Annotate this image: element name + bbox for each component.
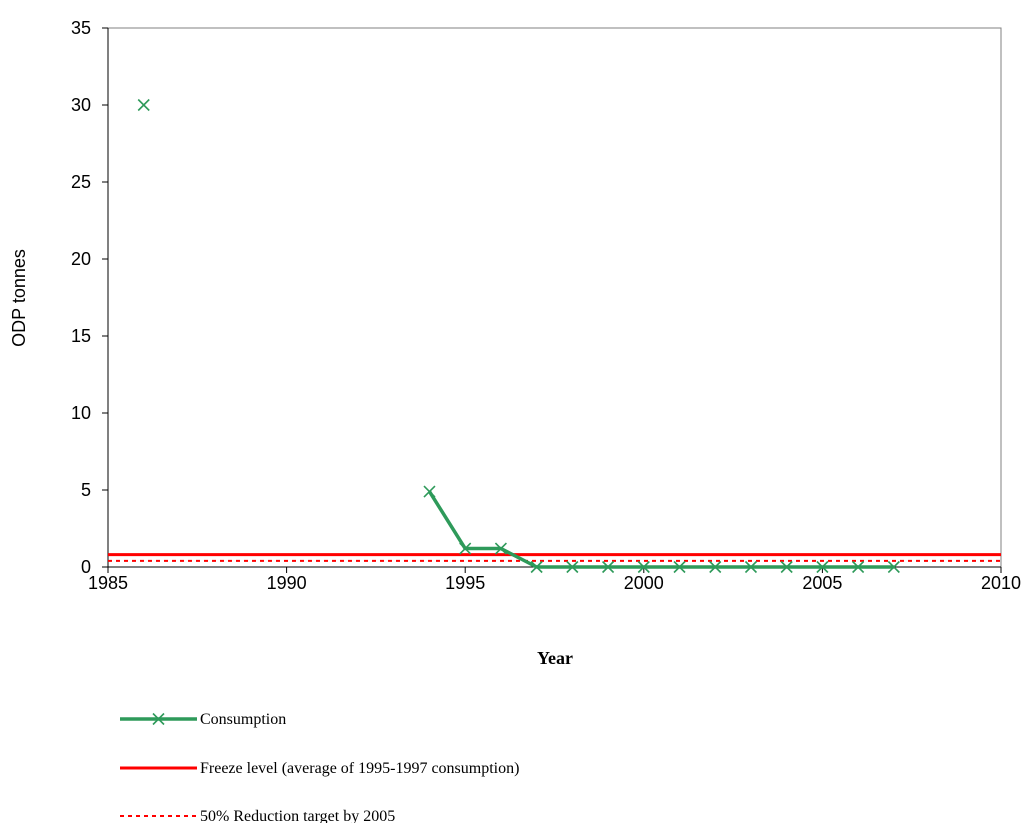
consumption-point [530,560,543,574]
x-axis-ticks: 1985 1990 1995 2000 2005 2010 [88,567,1021,593]
consumption-point [494,542,507,555]
x-tick-label: 1995 [445,573,485,593]
x-axis-title: Year [537,648,573,668]
marker-stroke [459,542,472,555]
marker-stroke [637,560,650,574]
marker-stroke [709,560,722,574]
legend-label: Consumption [200,711,286,728]
y-tick-label: 15 [71,326,91,346]
consumption-point [852,560,865,574]
y-axis-title: ODP tonnes [9,249,29,347]
consumption-point [673,560,686,574]
consumption-point [137,98,150,112]
x-tick-label: 2010 [981,573,1021,593]
consumption-point [887,560,900,574]
y-tick-label: 35 [71,18,91,38]
y-axis-ticks: 0 5 10 15 20 25 30 35 [71,18,108,577]
marker-stroke [530,560,543,574]
consumption-point [709,560,722,574]
marker-stroke [816,560,829,574]
consumption-point [780,560,793,574]
y-tick-label: 10 [71,403,91,423]
consumption-point [423,485,436,498]
marker-stroke [852,560,865,574]
marker-stroke [887,560,900,574]
marker-stroke [494,542,507,555]
x-tick-label: 1990 [267,573,307,593]
series-layer [108,98,1001,574]
y-tick-label: 5 [81,480,91,500]
x-tick-label: 2000 [624,573,664,593]
legend-item: Freeze level (average of 1995-1997 consu… [120,760,519,777]
consumption-line [427,490,894,569]
plot-area [107,27,1002,568]
marker-stroke [566,560,579,574]
marker-stroke [602,560,615,574]
consumption-point [816,560,829,574]
legend-marker [152,712,165,726]
marker-stroke [423,485,436,498]
x-tick-label: 1985 [88,573,128,593]
consumption-point [637,560,650,574]
consumption-point [566,560,579,574]
y-tick-label: 20 [71,249,91,269]
y-tick-label: 0 [81,557,91,577]
y-tick-label: 30 [71,95,91,115]
consumption-point [744,560,758,574]
consumption-point [459,542,472,555]
marker-stroke [673,560,686,574]
legend-label: 50% Reduction target by 2005 [200,808,395,823]
legend-item: Consumption [120,711,286,728]
legend: Consumption Freeze level (average of 1995… [120,711,519,823]
legend-item: 50% Reduction target by 2005 [120,808,395,823]
legend-label: Freeze level (average of 1995-1997 consu… [200,760,519,777]
marker-stroke [137,98,150,112]
consumption-point [602,560,615,574]
marker-stroke [744,560,758,574]
x-tick-label: 2005 [802,573,842,593]
marker-stroke [780,560,793,574]
y-tick-label: 25 [71,172,91,192]
